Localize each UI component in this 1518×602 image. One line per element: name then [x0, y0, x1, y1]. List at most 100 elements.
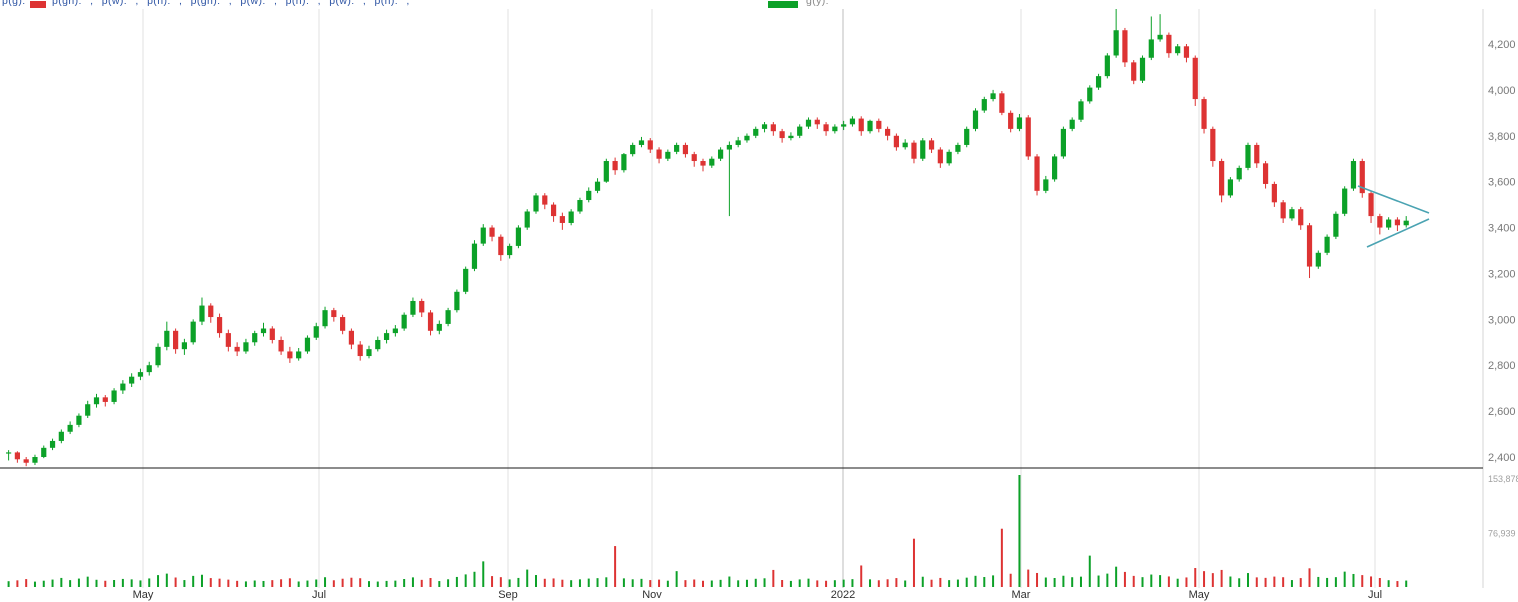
candle-up [832, 126, 838, 132]
price-axis-label: 4,000 [1488, 85, 1516, 97]
candle-down [419, 300, 425, 313]
candle-up [304, 337, 311, 352]
candle-up [515, 227, 522, 246]
candle-up [1148, 39, 1154, 58]
candle-up [463, 268, 469, 292]
candle-down [559, 216, 565, 223]
candle-up [296, 351, 302, 359]
candle-up [1078, 101, 1084, 120]
wedge-annotation-line[interactable] [1357, 185, 1430, 214]
candle-down [1025, 117, 1031, 157]
candle-up [797, 126, 803, 136]
candle-down [427, 312, 434, 331]
candle-up [454, 291, 460, 311]
price-axis-label: 2,400 [1488, 452, 1516, 464]
volume-axis-label: 153,878 [1488, 474, 1518, 484]
candle-down [893, 135, 899, 148]
candle-up [1043, 179, 1049, 191]
candle-down [1131, 62, 1137, 81]
candle-up [1324, 236, 1330, 253]
down-color-swatch [30, 1, 46, 8]
candle-up [1139, 57, 1146, 81]
x-axis-label: Jul [1368, 589, 1382, 601]
candle-down [357, 344, 363, 357]
candle-up [1227, 179, 1234, 196]
candle-up [436, 323, 442, 331]
candle-up [471, 243, 478, 269]
candle-down [1166, 34, 1172, 54]
candle-up [1386, 219, 1392, 228]
candle-down [340, 317, 346, 331]
candle-up [1236, 167, 1242, 180]
candle-up [1113, 30, 1119, 56]
candle-down [23, 459, 29, 463]
candle-down [278, 339, 284, 352]
candle-down [885, 128, 891, 136]
candle-up [849, 118, 856, 125]
price-axis-label: 3,400 [1488, 223, 1516, 235]
legend-text-left: p(g): [2, 0, 26, 7]
candle-up [1245, 144, 1251, 168]
candle-up [594, 181, 601, 191]
candle-down [1122, 30, 1128, 63]
candle-up [1342, 188, 1348, 214]
price-axis-label: 2,800 [1488, 360, 1516, 372]
candle-up [1350, 161, 1357, 189]
candle-up [1052, 156, 1058, 180]
candle-up [383, 333, 390, 340]
candle-up [401, 314, 407, 329]
x-axis-label: Nov [642, 589, 662, 601]
candle-up [322, 310, 328, 327]
candle-up [190, 321, 196, 343]
candle-up [507, 245, 513, 256]
candle-up [761, 124, 768, 129]
candle-down [1280, 202, 1286, 219]
candle-up [58, 431, 64, 441]
candle-up [252, 333, 258, 343]
candle-up [164, 330, 170, 347]
x-axis-label: May [133, 589, 154, 601]
candle-down [911, 142, 917, 159]
candle-down [173, 330, 179, 350]
candle-up [524, 211, 530, 228]
candle-up [129, 376, 135, 384]
candle-up [1087, 87, 1093, 102]
candle-down [287, 351, 293, 359]
candle-down [937, 149, 943, 164]
candle-up [67, 424, 73, 432]
candle-down [498, 236, 504, 256]
candle-up [1069, 119, 1075, 129]
candle-down [1219, 161, 1225, 196]
candle-down [348, 330, 355, 345]
candle-up [902, 142, 908, 148]
candle-down [612, 161, 618, 171]
wedge-annotation-line[interactable] [1366, 218, 1430, 248]
candle-up [480, 227, 486, 244]
candle-up [1289, 209, 1295, 219]
candle-down [14, 452, 20, 460]
candle-down [858, 118, 864, 132]
candle-up [674, 144, 680, 152]
candle-down [102, 397, 108, 402]
candle-up [120, 383, 126, 391]
candle-up [41, 447, 47, 457]
candle-up [366, 349, 372, 357]
candle-down [814, 119, 820, 125]
candle-down [1034, 156, 1040, 191]
price-axis-label: 3,000 [1488, 314, 1516, 326]
legend-text-mid: p(gh): , p(w): , p(n): , p(gh): , p(w): … [52, 0, 410, 7]
candle-up [577, 200, 583, 212]
candle-down [999, 93, 1005, 113]
candle-down [1183, 46, 1190, 58]
candle-down [779, 131, 785, 139]
price-axis-label: 3,600 [1488, 177, 1516, 189]
up-color-swatch [768, 1, 798, 8]
candle-up [920, 140, 926, 159]
price-axis-label: 3,800 [1488, 131, 1516, 143]
candle-down [1008, 112, 1014, 129]
candle-down [550, 204, 557, 217]
candle-down [1306, 225, 1313, 267]
candle-down [269, 328, 275, 340]
